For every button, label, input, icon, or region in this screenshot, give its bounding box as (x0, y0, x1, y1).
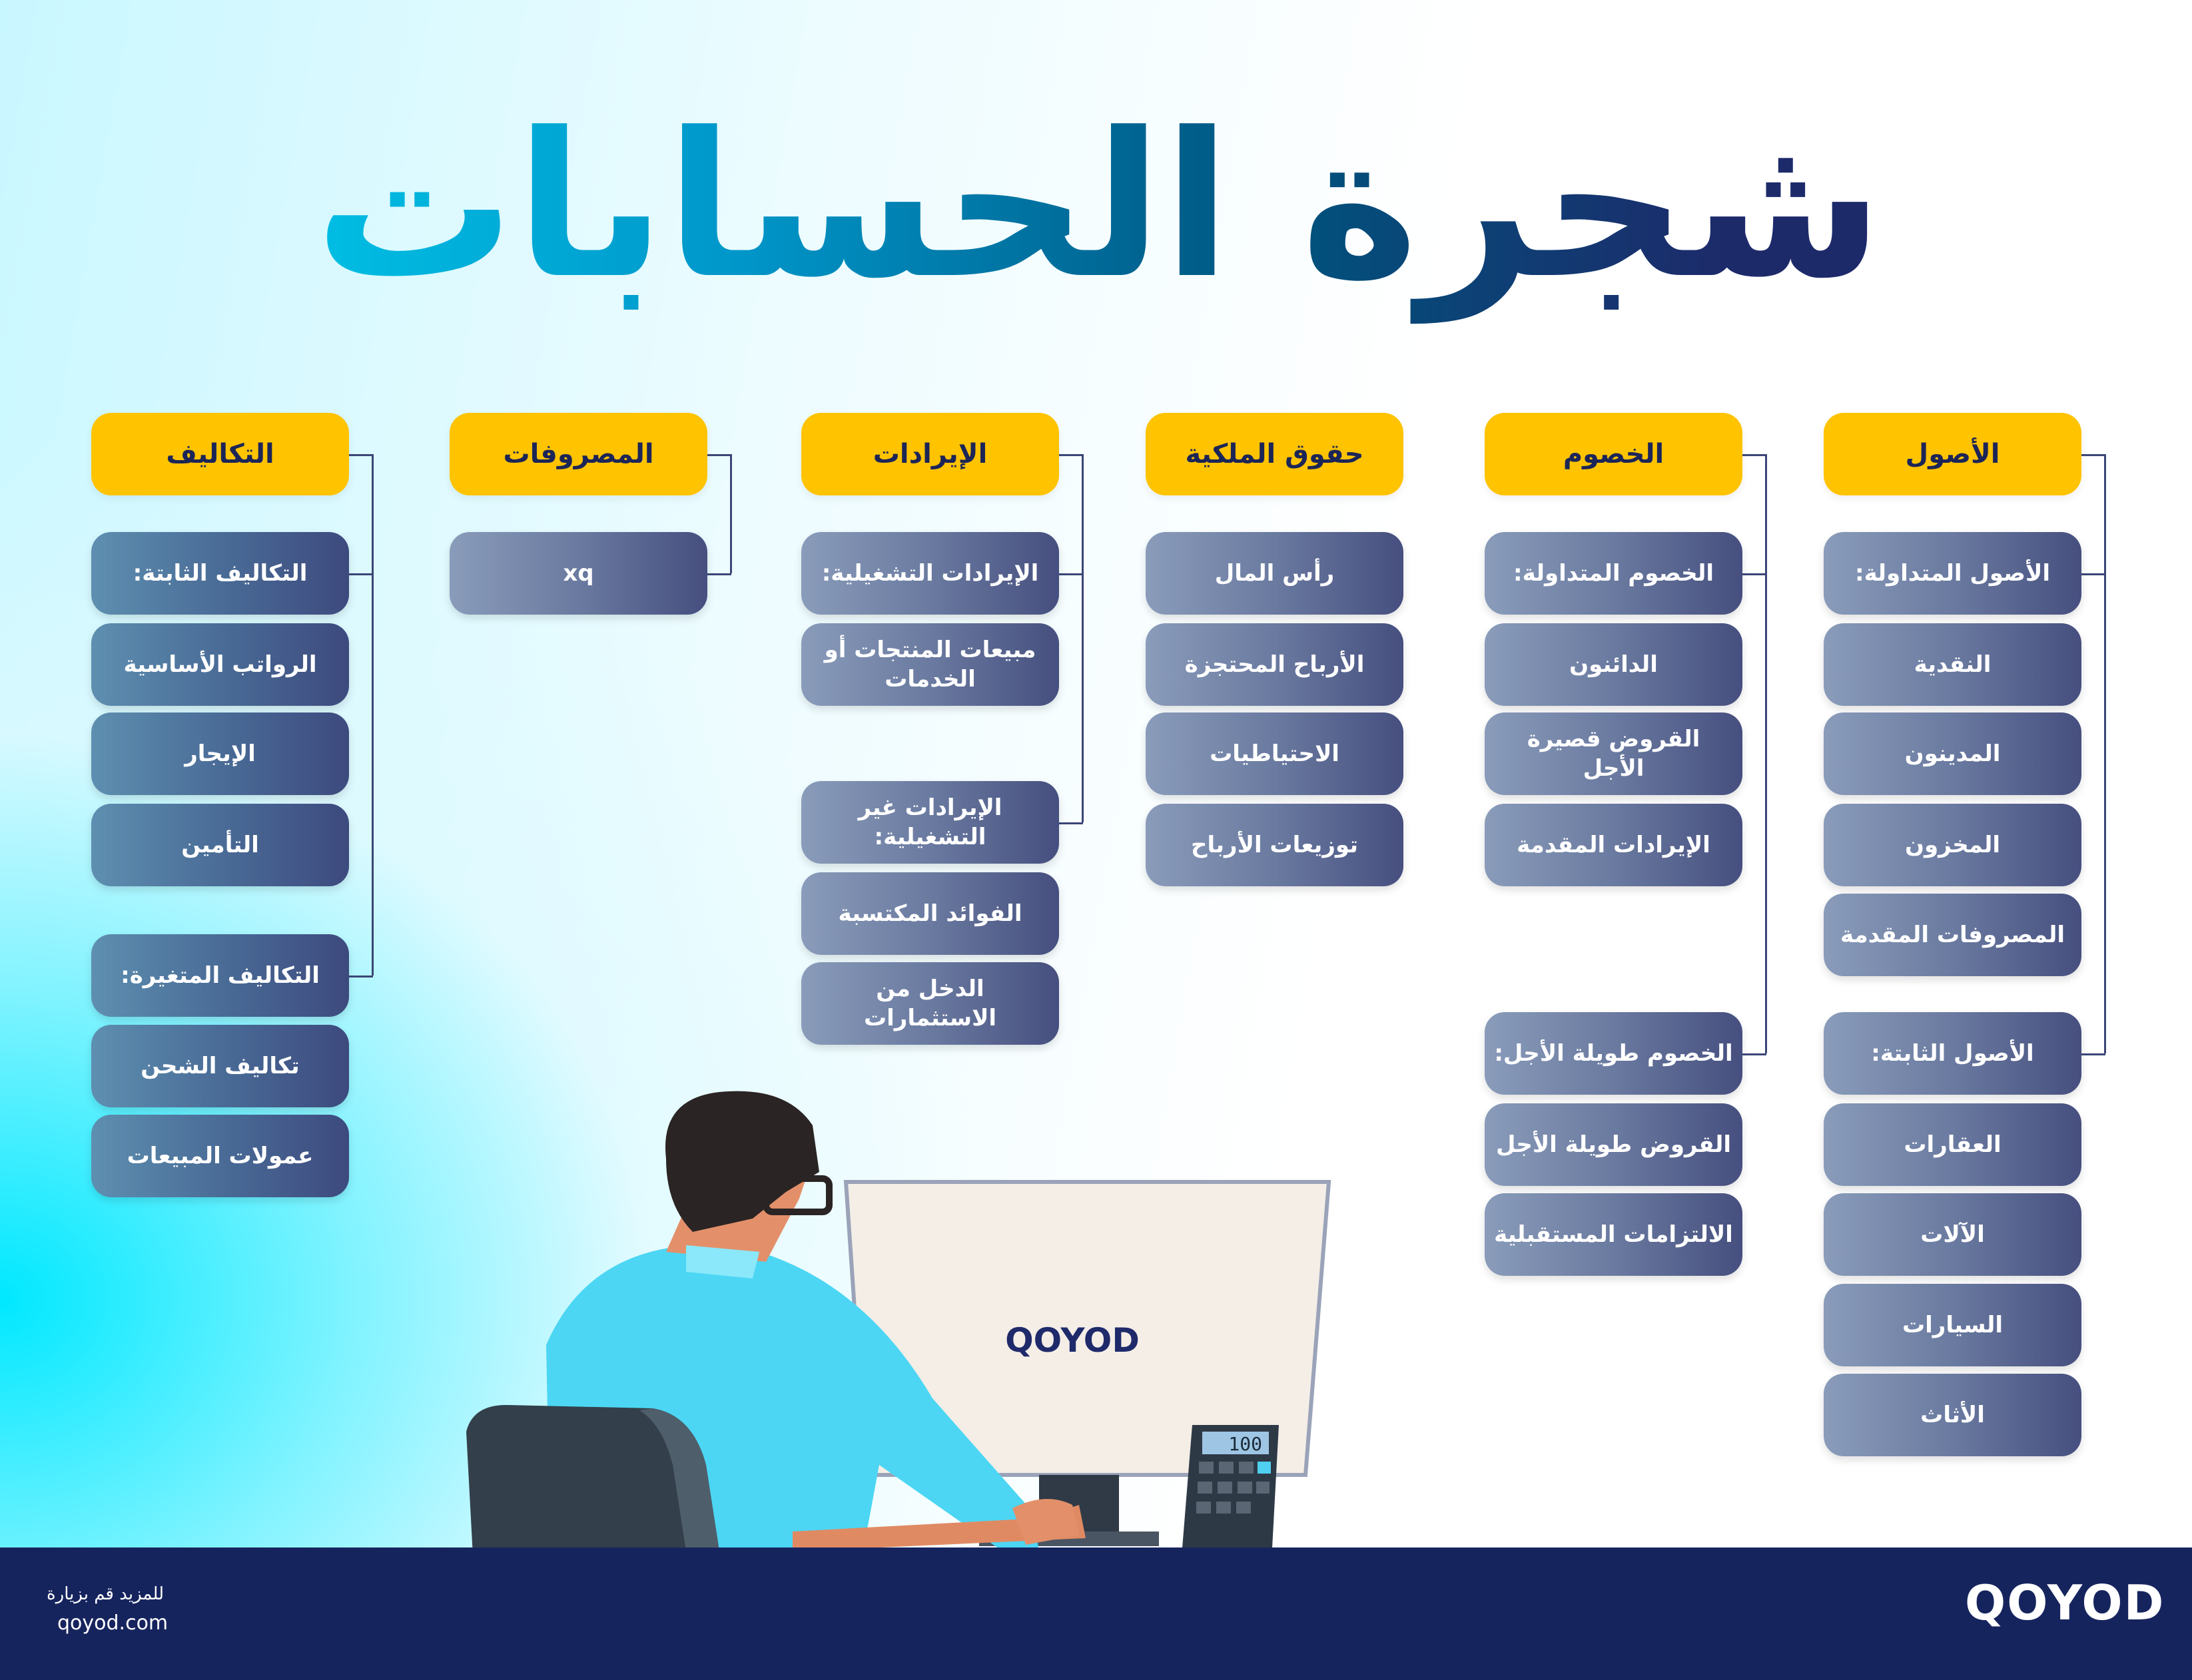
account-item[interactable]: الدخل من الاستثمارات (801, 962, 1059, 1045)
category-header[interactable]: التكاليف (91, 413, 349, 495)
bracket-tick (707, 573, 731, 575)
calculator-display: 100 (1228, 1433, 1262, 1455)
category-header[interactable]: الأصول (1824, 413, 2081, 495)
bracket-tick (1059, 454, 1083, 456)
footer-visit-text: للمزيد قم بزيارة (47, 1584, 164, 1604)
account-item[interactable]: القروض قصيرة الأجل (1485, 712, 1742, 795)
bracket-tick (2081, 454, 2105, 456)
bracket-line (1059, 454, 1084, 822)
subgroup-heading[interactable]: التكاليف الثابتة: (91, 532, 349, 615)
bracket-line (2081, 454, 2106, 1053)
bracket-line (349, 454, 374, 976)
account-item[interactable]: المصروفات المقدمة (1824, 894, 2081, 976)
account-item[interactable]: رأس المال (1146, 532, 1403, 615)
account-item[interactable]: الدائنون (1485, 623, 1742, 706)
account-item[interactable]: توزيعات الأرباح (1146, 804, 1403, 886)
calculator: 100 (1182, 1425, 1279, 1548)
account-item[interactable]: مبيعات المنتجات أو الخدمات (801, 623, 1059, 706)
account-item[interactable]: الرواتب الأساسية (91, 623, 349, 706)
bracket-line (1742, 454, 1767, 1053)
bracket-tick (1742, 454, 1766, 456)
account-item[interactable]: الإيرادات المقدمة (1485, 804, 1742, 886)
account-item[interactable]: الإيجار (91, 712, 349, 795)
subgroup-heading[interactable]: الأصول المتداولة: (1824, 532, 2081, 615)
subgroup-heading[interactable]: الأصول الثابتة: (1824, 1012, 2081, 1095)
account-item[interactable]: المخزون (1824, 804, 2081, 886)
bracket-tick (1059, 822, 1083, 824)
account-item[interactable]: الالتزامات المستقبلية (1485, 1193, 1742, 1276)
page-title: شجرة الحسابات (200, 73, 1998, 340)
bracket-tick (349, 454, 373, 456)
bracket-line (707, 454, 732, 573)
account-item[interactable]: الأثاث (1824, 1374, 2081, 1456)
category-header[interactable]: الإيرادات (801, 413, 1059, 495)
bracket-tick (2081, 573, 2105, 575)
account-item[interactable]: الاحتياطيات (1146, 712, 1403, 795)
subgroup-heading[interactable]: الإيرادات غير التشغيلية: (801, 781, 1059, 864)
footer-bar (0, 1547, 2192, 1680)
bracket-tick (707, 454, 731, 456)
account-item[interactable]: عمولات المبيعات (91, 1115, 349, 1197)
bracket-tick (1059, 573, 1083, 575)
subgroup-heading[interactable]: الخصوم طويلة الأجل: (1485, 1012, 1742, 1095)
footer-website-link[interactable]: qoyod.com (57, 1611, 169, 1635)
monitor-logo: QOYOD (1005, 1321, 1140, 1360)
category-header[interactable]: الخصوم (1485, 413, 1742, 495)
subgroup-heading[interactable]: التكاليف المتغيرة: (91, 934, 349, 1017)
account-item[interactable]: الفوائد المكتسبة (801, 872, 1059, 955)
account-item[interactable]: النقدية (1824, 623, 2081, 706)
bracket-tick (349, 573, 373, 575)
category-header[interactable]: حقوق الملكية (1146, 413, 1403, 495)
subgroup-heading[interactable]: الإيرادات التشغيلية: (801, 532, 1059, 615)
bracket-tick (1742, 1053, 1766, 1055)
subgroup-heading[interactable]: xq (450, 532, 707, 615)
account-item[interactable]: العقارات (1824, 1103, 2081, 1186)
account-item[interactable]: السيارات (1824, 1284, 2081, 1366)
account-item[interactable]: التأمين (91, 804, 349, 886)
monitor (843, 1180, 1331, 1546)
bracket-tick (2081, 1053, 2105, 1055)
subgroup-heading[interactable]: الخصوم المتداولة: (1485, 532, 1742, 615)
bracket-tick (1742, 573, 1766, 575)
account-item[interactable]: الأرباح المحتجزة (1146, 623, 1403, 706)
qoyod-logo: QOYOD (1965, 1575, 2165, 1631)
account-item[interactable]: الآلات (1824, 1193, 2081, 1276)
account-item[interactable]: القروض طويلة الأجل (1485, 1103, 1742, 1186)
category-header[interactable]: المصروفات (450, 413, 707, 495)
bracket-tick (349, 976, 373, 978)
account-item[interactable]: المدينون (1824, 712, 2081, 795)
account-item[interactable]: تكاليف الشحن (91, 1025, 349, 1107)
